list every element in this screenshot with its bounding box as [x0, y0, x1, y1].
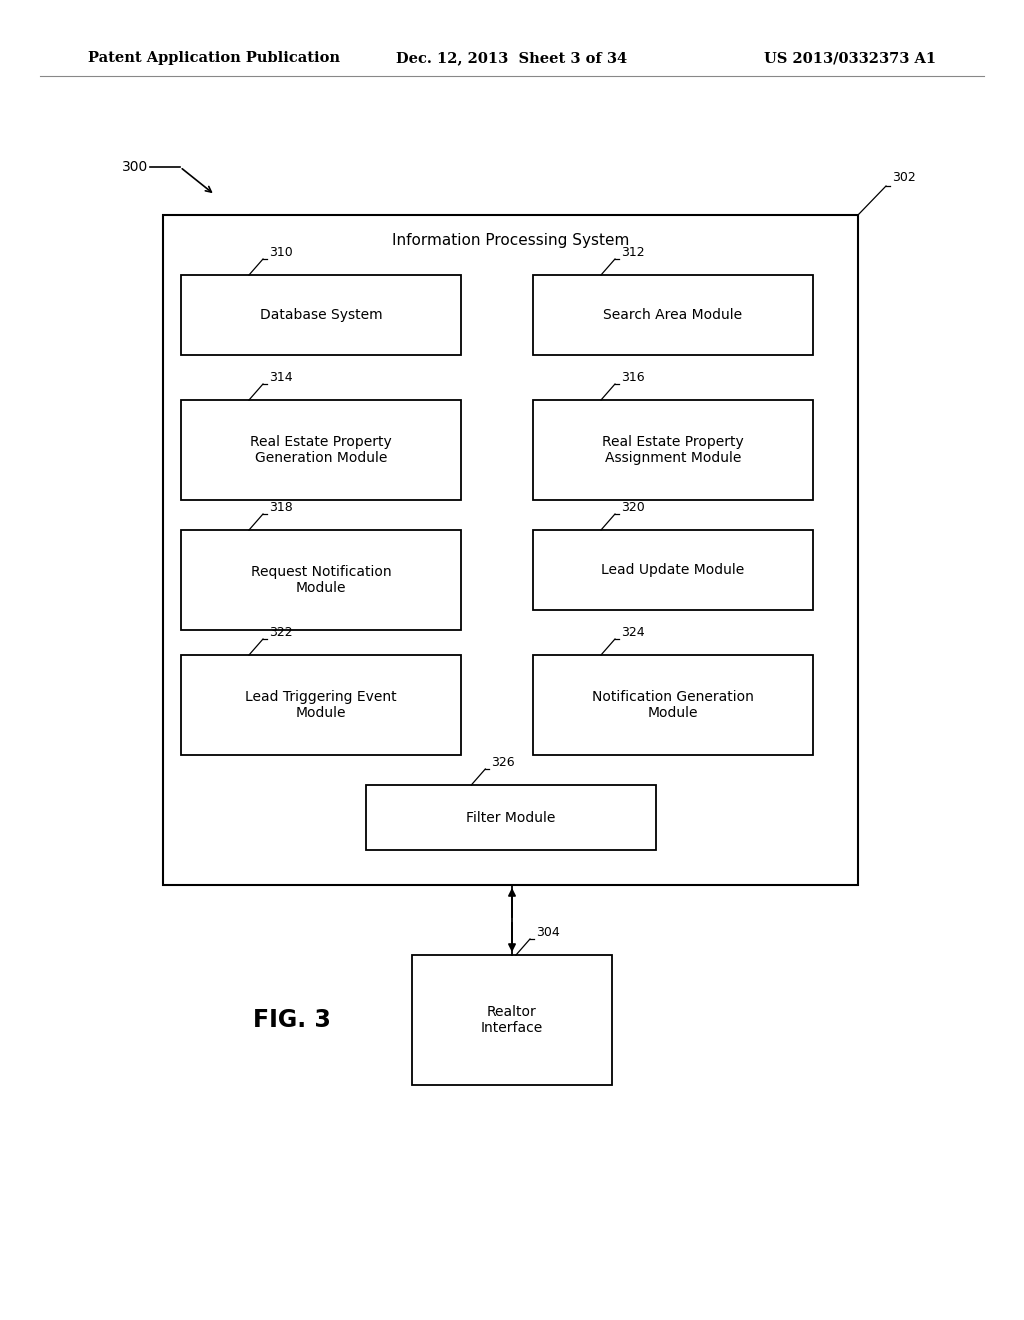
- Text: 304: 304: [536, 927, 560, 939]
- Bar: [366, 785, 655, 850]
- Text: 300: 300: [122, 160, 148, 174]
- Text: Request Notification
Module: Request Notification Module: [251, 565, 391, 595]
- Text: 316: 316: [621, 371, 645, 384]
- Bar: [163, 215, 858, 884]
- Text: Real Estate Property
Assignment Module: Real Estate Property Assignment Module: [602, 434, 743, 465]
- Text: 326: 326: [492, 756, 515, 770]
- Bar: [181, 531, 461, 630]
- Text: Notification Generation
Module: Notification Generation Module: [592, 690, 754, 721]
- Text: Database System: Database System: [260, 308, 382, 322]
- Bar: [534, 275, 813, 355]
- Bar: [534, 400, 813, 500]
- Bar: [181, 400, 461, 500]
- Text: 322: 322: [269, 626, 293, 639]
- Bar: [534, 655, 813, 755]
- Text: 310: 310: [269, 246, 293, 259]
- Text: FIG. 3: FIG. 3: [253, 1008, 331, 1032]
- Text: Search Area Module: Search Area Module: [603, 308, 742, 322]
- Text: 314: 314: [269, 371, 293, 384]
- Bar: [534, 531, 813, 610]
- Text: 312: 312: [621, 246, 645, 259]
- Bar: [181, 275, 461, 355]
- Bar: [412, 954, 612, 1085]
- Text: 318: 318: [269, 502, 293, 513]
- Text: Dec. 12, 2013  Sheet 3 of 34: Dec. 12, 2013 Sheet 3 of 34: [396, 51, 628, 65]
- Text: Real Estate Property
Generation Module: Real Estate Property Generation Module: [250, 434, 392, 465]
- Text: 324: 324: [621, 626, 645, 639]
- Text: US 2013/0332373 A1: US 2013/0332373 A1: [764, 51, 936, 65]
- Text: Information Processing System: Information Processing System: [392, 234, 629, 248]
- Text: 320: 320: [621, 502, 645, 513]
- Bar: [181, 655, 461, 755]
- Text: Filter Module: Filter Module: [466, 810, 555, 825]
- Text: 302: 302: [892, 172, 915, 183]
- Text: Patent Application Publication: Patent Application Publication: [88, 51, 340, 65]
- Text: Lead Triggering Event
Module: Lead Triggering Event Module: [245, 690, 397, 721]
- Text: Lead Update Module: Lead Update Module: [601, 564, 744, 577]
- Text: Realtor
Interface: Realtor Interface: [481, 1005, 543, 1035]
